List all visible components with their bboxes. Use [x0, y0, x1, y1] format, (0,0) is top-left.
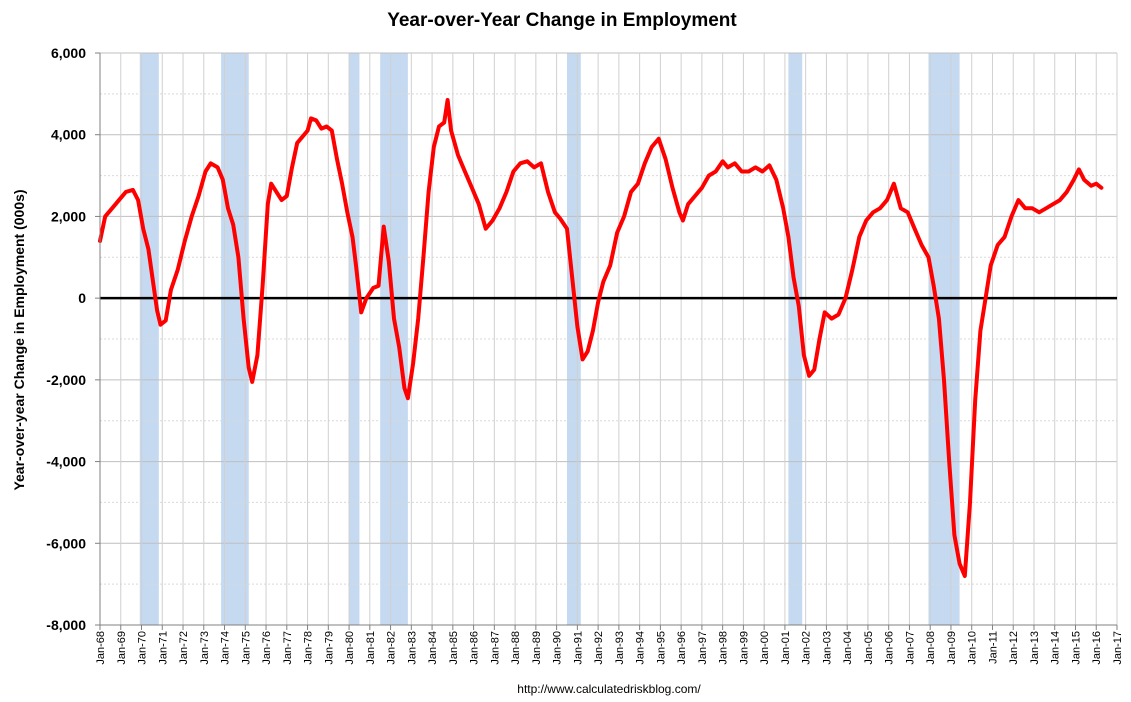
x-tick-label: Jan-08: [925, 631, 937, 665]
x-tick-label: Jan-99: [738, 631, 750, 665]
x-tick-label: Jan-05: [863, 631, 875, 665]
chart-title: Year-over-Year Change in Employment: [387, 10, 737, 31]
x-tick-label: Jan-16: [1091, 631, 1103, 665]
x-tick-label: Jan-17: [1112, 631, 1124, 665]
recession-band: [788, 53, 803, 625]
x-tick-label: Jan-10: [967, 631, 979, 665]
x-tick-label: Jan-09: [946, 631, 958, 665]
x-tick-label: Jan-03: [821, 631, 833, 665]
y-tick-label: 2,000: [51, 208, 86, 224]
x-tick-label: Jan-14: [1050, 631, 1062, 665]
x-tick-label: Jan-91: [572, 631, 584, 665]
y-tick-label: 6,000: [51, 45, 86, 61]
x-tick-labels: Jan-68 Jan-69 Jan-70 Jan-71 Jan-72 Jan-73 Jan-…: [95, 631, 1124, 665]
x-tick-label: Jan-98: [718, 631, 730, 665]
source-label: http://www.calculatedriskblog.com/: [517, 682, 701, 696]
y-tick-labels: -8,000 -6,000 -4,000 -2,000 0 2,000 4,000 6,000: [46, 45, 86, 633]
y-axis-label: Year-over-year Change in Employment (000…: [11, 189, 27, 490]
x-tick-label: Jan-75: [240, 631, 252, 665]
x-tick-label: Jan-06: [884, 631, 896, 665]
x-tick-label: Jan-79: [323, 631, 335, 665]
x-tick-label: Jan-88: [510, 631, 522, 665]
x-tick-label: Jan-89: [531, 631, 543, 665]
y-tick-label: 0: [78, 290, 86, 306]
x-tick-label: Jan-80: [344, 631, 356, 665]
y-tick-label: 4,000: [51, 127, 86, 143]
x-tick-label: Jan-96: [676, 631, 688, 665]
x-tick-label: Jan-00: [759, 631, 771, 665]
x-tick-label: Jan-94: [635, 631, 647, 665]
x-tick-label: Jan-92: [593, 631, 605, 665]
x-tick-label: Jan-15: [1070, 631, 1082, 665]
x-tick-label: Jan-69: [116, 631, 128, 665]
x-tick-label: Jan-73: [199, 631, 211, 665]
x-tick-label: Jan-76: [261, 631, 273, 665]
x-tick-label: Jan-78: [303, 631, 315, 665]
x-tick-label: Jan-70: [137, 631, 149, 665]
x-tick-label: Jan-77: [282, 631, 294, 665]
x-tick-label: Jan-82: [386, 631, 398, 665]
y-tick-label: -4,000: [46, 454, 86, 470]
x-tick-label: Jan-12: [1008, 631, 1020, 665]
y-tick-label: -6,000: [46, 535, 86, 551]
x-tick-label: Jan-90: [552, 631, 564, 665]
x-tick-label: Jan-93: [614, 631, 626, 665]
axes: [95, 52, 1118, 630]
x-tick-label: Jan-11: [987, 631, 999, 664]
x-tick-label: Jan-04: [842, 631, 854, 665]
employment-change-line: [98, 98, 1104, 578]
x-tick-label: Jan-72: [178, 631, 190, 665]
grid: [99, 52, 1118, 626]
x-tick-label: Jan-83: [406, 631, 418, 665]
y-tick-label: -8,000: [46, 617, 86, 633]
y-tick-label: -2,000: [46, 372, 86, 388]
x-tick-label: Jan-97: [697, 631, 709, 665]
x-tick-label: Jan-95: [655, 631, 667, 665]
x-tick-label: Jan-02: [801, 631, 813, 665]
x-tick-label: Jan-13: [1029, 631, 1041, 665]
recession-band: [349, 53, 360, 625]
x-tick-label: Jan-01: [780, 631, 792, 665]
x-tick-label: Jan-87: [489, 631, 501, 665]
x-tick-label: Jan-86: [469, 631, 481, 665]
x-tick-label: Jan-84: [427, 631, 439, 665]
series: [98, 98, 1104, 578]
x-tick-label: Jan-81: [365, 631, 377, 665]
x-tick-label: Jan-74: [220, 631, 232, 665]
x-tick-label: Jan-07: [904, 631, 916, 665]
x-tick-label: Jan-71: [157, 631, 169, 665]
x-tick-label: Jan-68: [95, 631, 107, 665]
x-tick-label: Jan-85: [448, 631, 460, 665]
